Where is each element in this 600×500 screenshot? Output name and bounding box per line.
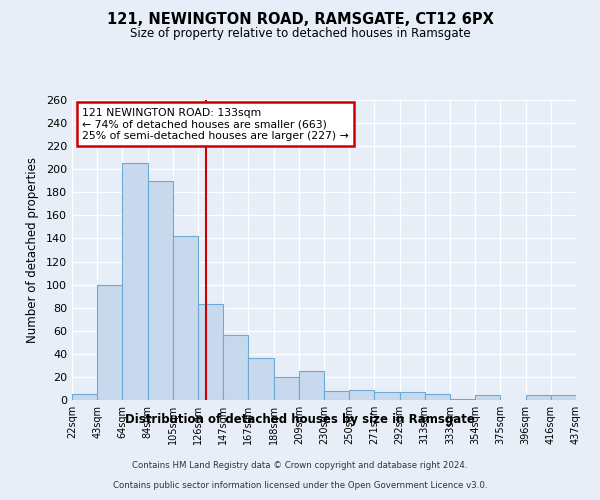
Bar <box>400 392 425 400</box>
Bar <box>324 391 349 400</box>
Bar <box>148 181 173 400</box>
Bar <box>248 358 274 400</box>
Bar <box>526 396 551 400</box>
Bar <box>299 371 324 400</box>
Bar <box>450 399 475 400</box>
Bar <box>173 236 198 400</box>
Bar <box>122 164 148 400</box>
Bar <box>425 394 450 400</box>
Text: Contains HM Land Registry data © Crown copyright and database right 2024.: Contains HM Land Registry data © Crown c… <box>132 461 468 470</box>
Bar <box>551 396 576 400</box>
Text: 121, NEWINGTON ROAD, RAMSGATE, CT12 6PX: 121, NEWINGTON ROAD, RAMSGATE, CT12 6PX <box>107 12 493 28</box>
Y-axis label: Number of detached properties: Number of detached properties <box>26 157 39 343</box>
Bar <box>198 304 223 400</box>
Bar <box>374 392 400 400</box>
Bar <box>349 390 374 400</box>
Text: 121 NEWINGTON ROAD: 133sqm
← 74% of detached houses are smaller (663)
25% of sem: 121 NEWINGTON ROAD: 133sqm ← 74% of deta… <box>82 108 349 140</box>
Bar <box>72 394 97 400</box>
Text: Size of property relative to detached houses in Ramsgate: Size of property relative to detached ho… <box>130 28 470 40</box>
Bar <box>223 336 248 400</box>
Text: Distribution of detached houses by size in Ramsgate: Distribution of detached houses by size … <box>125 412 475 426</box>
Text: Contains public sector information licensed under the Open Government Licence v3: Contains public sector information licen… <box>113 481 487 490</box>
Bar <box>475 396 500 400</box>
Bar <box>97 284 122 400</box>
Bar <box>274 377 299 400</box>
